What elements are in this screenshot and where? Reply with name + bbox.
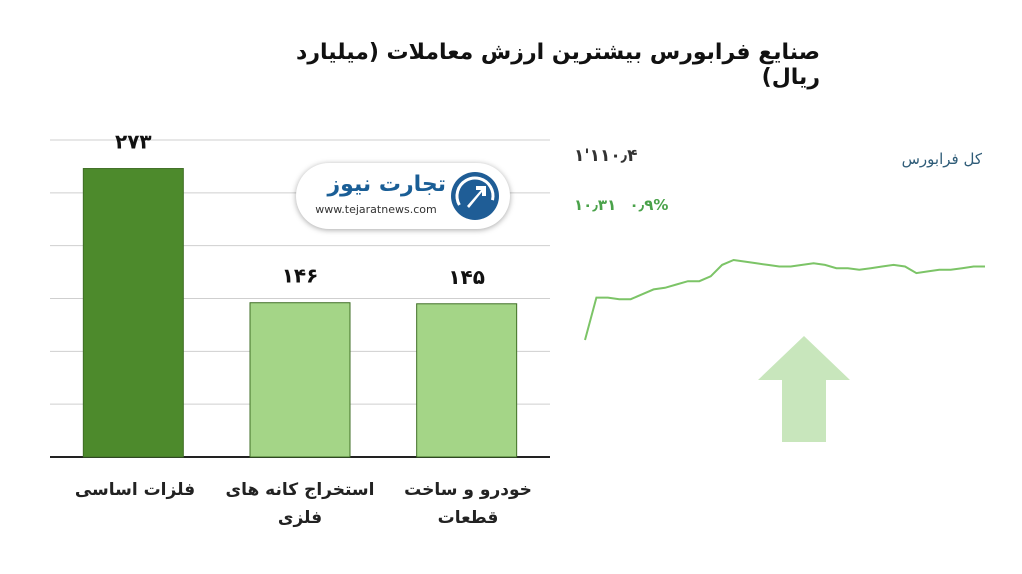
market-index-title: کل فرابورس <box>901 150 982 168</box>
logo-url: www.tejaratnews.com <box>315 203 437 216</box>
bar-chart: ۲۷۳ ۱۴۶ ۱۴۵ <box>50 130 550 458</box>
category-label-basic-metals: فلزات اساسی <box>74 480 196 500</box>
bar-value-label-2: ۱۴۵ <box>448 265 485 289</box>
bar-value-label-1: ۱۴۶ <box>282 264 319 288</box>
logo-name: تجارت نیوز <box>327 172 446 197</box>
category-label-metal-ores: استخراج کانه های فلزی <box>225 480 375 528</box>
market-index-change: ۱۰٫۳۱ ۰٫۹% <box>574 196 668 214</box>
bar-2 <box>416 303 518 458</box>
tejarat-news-logo: تجارت نیوز www.tejaratnews.com <box>296 163 510 229</box>
change-percent: ۰٫۹% <box>629 196 669 214</box>
change-absolute: ۱۰٫۳۱ <box>574 196 617 214</box>
tejarat-logo-icon <box>451 172 499 220</box>
bar-value-label-0: ۲۷۳ <box>115 130 152 154</box>
bar-chart-bars <box>82 168 518 458</box>
bar-1 <box>249 302 351 458</box>
chart-title: صنایع فرابورس بیشترین ارزش معاملات (میلی… <box>296 40 820 90</box>
category-label-automotive: خودرو و ساخت قطعات <box>404 480 532 528</box>
market-index-line-chart <box>584 258 985 341</box>
bar-chart-value-labels: ۲۷۳ ۱۴۶ ۱۴۵ <box>115 130 485 289</box>
market-index-value: ۱'۱۱۰٫۴ <box>574 146 638 166</box>
bar-0 <box>82 168 184 458</box>
market-index-line <box>584 258 985 341</box>
up-arrow-icon <box>758 336 850 442</box>
